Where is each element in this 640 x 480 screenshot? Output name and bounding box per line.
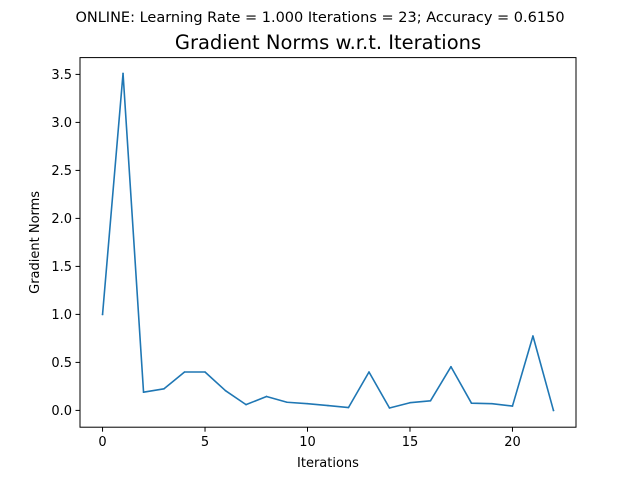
y-tick-label: 2.0 (51, 212, 72, 227)
data-point (552, 409, 555, 412)
y-tick-label: 2.5 (51, 164, 72, 179)
data-point (306, 402, 309, 405)
data-point (204, 371, 206, 373)
y-tick-label: 3.5 (51, 68, 72, 83)
data-point (183, 371, 186, 373)
data-point (224, 389, 227, 392)
data-point (122, 72, 124, 75)
data-point (163, 388, 165, 390)
axes-frame (79, 57, 577, 428)
data-point (286, 401, 288, 404)
data-point (142, 391, 145, 393)
data-point (265, 395, 268, 398)
x-tick-label: 10 (299, 435, 316, 450)
x-axis-ticks: 0 5 10 15 20 (98, 427, 521, 450)
y-axis-ticks: 0.0 0.5 1.0 1.5 2.0 2.5 3.0 3.5 (51, 68, 80, 419)
data-point (491, 402, 493, 405)
y-tick-label: 3.0 (51, 116, 72, 131)
y-tick-label: 1.0 (51, 308, 72, 323)
data-point (388, 407, 391, 409)
y-tick-label: 0.5 (51, 356, 72, 371)
y-axis-label: Gradient Norms (28, 191, 43, 294)
y-tick-label: 1.5 (51, 260, 72, 275)
data-point (532, 335, 534, 337)
x-tick-label: 5 (201, 435, 209, 450)
y-tick-label: 0.0 (51, 404, 72, 419)
x-tick-label: 0 (98, 435, 106, 450)
data-point (347, 406, 350, 409)
data-point (429, 400, 432, 402)
data-point (327, 404, 329, 407)
data-point (409, 401, 411, 404)
data-point (511, 405, 514, 407)
data-point (368, 371, 370, 373)
chart-title: Gradient Norms w.r.t. Iterations (175, 31, 481, 54)
data-point (101, 313, 104, 316)
data-point (470, 402, 473, 405)
x-tick-label: 15 (402, 435, 419, 450)
data-points (101, 72, 555, 412)
x-axis-label: Iterations (297, 456, 359, 471)
figure-suptitle: ONLINE: Learning Rate = 1.000 Iterations… (75, 10, 564, 26)
x-tick-label: 20 (504, 435, 521, 450)
data-point (245, 403, 247, 406)
data-point (450, 365, 452, 368)
